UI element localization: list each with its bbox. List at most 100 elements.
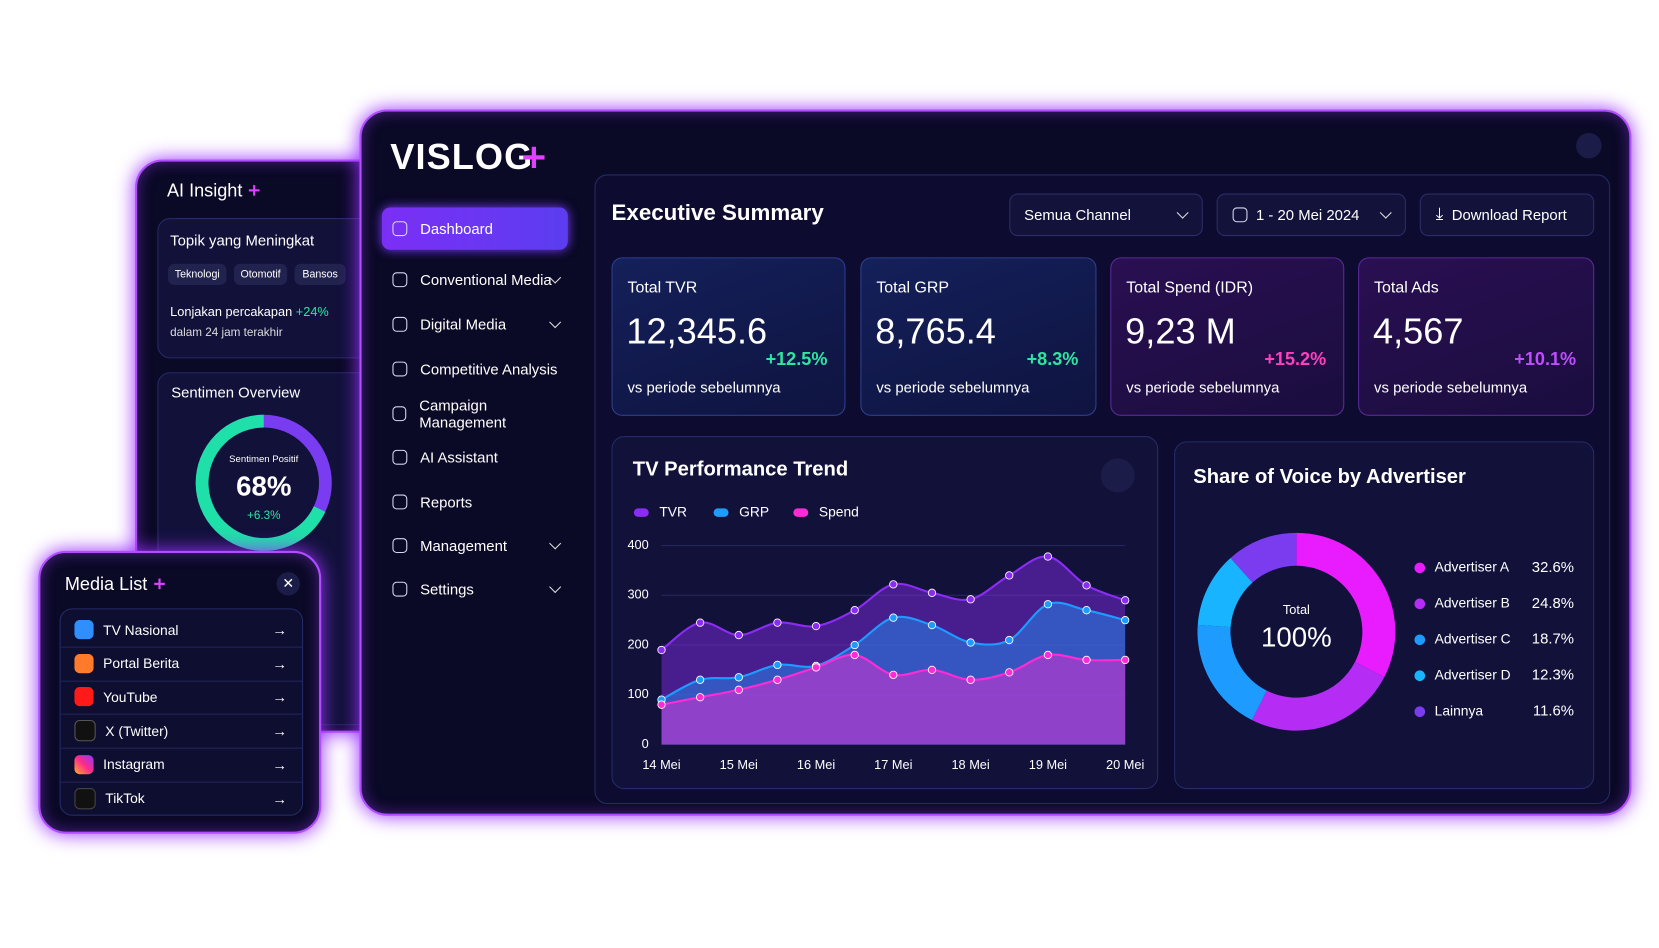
- refresh-button[interactable]: [1576, 132, 1602, 159]
- channel-filter[interactable]: Semua Channel: [1009, 193, 1203, 237]
- kpi-card: Total TVR 12,345.6 +12.5% vs periode sebelu…: [611, 257, 846, 416]
- media-name: YouTube: [103, 689, 158, 705]
- donut-segment: [1296, 532, 1396, 678]
- media-list: TV Nasional → Portal Berita → YouTube → X (Twi…: [59, 608, 304, 816]
- kpi-change: +12.5%: [765, 348, 828, 370]
- nav-item[interactable]: Settings: [382, 568, 568, 611]
- nav-label: Dashboard: [420, 220, 493, 238]
- settings-icon[interactable]: [1100, 458, 1135, 493]
- data-point: [1082, 606, 1091, 615]
- media-name: TV Nasional: [103, 621, 179, 638]
- data-point: [734, 685, 743, 694]
- arrow-icon: →: [272, 654, 288, 672]
- ai-insight-title: AI Insight: [166, 180, 243, 202]
- chevron: [549, 537, 562, 550]
- donut-segment: [1230, 532, 1297, 583]
- nav-label: AI Assistant: [420, 448, 498, 466]
- donut-segment: [1197, 624, 1267, 721]
- trend-chart: TV Performance Trend 0 100 200 300 400 14 Mei…: [627, 458, 1144, 772]
- tag: Bansos: [294, 263, 346, 286]
- kpi-card: Total Ads 4,567 +10.1% vs periode sebelumny…: [1358, 257, 1595, 416]
- data-point: [1082, 655, 1091, 665]
- topic-text-main: Lonjakan percakapan: [170, 304, 293, 320]
- legend-value: 18.7%: [1532, 632, 1574, 648]
- nav-icon: [392, 272, 408, 288]
- y-tick-label: 100: [627, 686, 648, 701]
- media-name: Portal Berita: [103, 655, 180, 672]
- media-row[interactable]: Portal Berita →: [60, 646, 303, 682]
- download-text: Download Report: [1451, 206, 1567, 224]
- media-icon: [74, 787, 96, 809]
- share-chart: Share of Voice by Advertiser Total 100% …: [1193, 466, 1574, 731]
- kpi-label: Total Spend (IDR): [1126, 278, 1254, 297]
- nav-label: Conventional Media: [420, 271, 552, 289]
- data-point: [773, 675, 782, 684]
- x-tick-label: 14 Mei: [642, 757, 680, 772]
- media-row[interactable]: X (Twitter) →: [60, 714, 303, 749]
- nav-item[interactable]: Digital Media: [382, 303, 568, 346]
- y-tick-label: 200: [627, 636, 648, 651]
- data-point: [889, 580, 898, 589]
- close-button[interactable]: ✕: [276, 572, 300, 596]
- date-filter[interactable]: 1 - 20 Mei 2024: [1216, 193, 1406, 237]
- topic-card: Topik yang Meningkat Teknologi Otomotif Ba…: [157, 218, 378, 359]
- data-point: [773, 660, 782, 670]
- nav-item[interactable]: Reports: [382, 481, 568, 524]
- data-point: [927, 665, 937, 675]
- data-point: [850, 650, 859, 660]
- legend-value: 32.6%: [1532, 560, 1574, 576]
- area-fill: [661, 556, 1126, 745]
- media-row[interactable]: TV Nasional →: [60, 613, 303, 648]
- nav-item[interactable]: Campaign Management: [382, 392, 568, 435]
- data-point: [657, 645, 666, 655]
- legend-label: Spend: [819, 503, 859, 519]
- area-fill: [661, 654, 1126, 745]
- nav-label: Competitive Analysis: [420, 360, 558, 378]
- data-point: [966, 675, 975, 684]
- kpi-value: 8,765.4: [875, 311, 996, 353]
- legend-label: Advertiser B: [1435, 595, 1510, 611]
- data-point: [695, 675, 705, 684]
- kpi-value: 9,23 M: [1125, 311, 1236, 353]
- data-point: [1005, 668, 1014, 677]
- kpi-card: Total Spend (IDR) 9,23 M +15.2% vs periode …: [1110, 257, 1345, 416]
- nav-item[interactable]: Dashboard: [381, 207, 568, 250]
- nav-item[interactable]: Conventional Media: [382, 258, 568, 301]
- legend-label: Advertiser C: [1435, 630, 1511, 646]
- data-point: [889, 613, 898, 622]
- legend-swatch: [713, 508, 729, 517]
- nav-item[interactable]: Competitive Analysis: [382, 348, 568, 391]
- legend-value: 11.6%: [1533, 704, 1574, 720]
- arrow-icon: →: [272, 722, 288, 740]
- y-tick-label: 0: [642, 736, 649, 751]
- data-point: [889, 670, 898, 679]
- x-tick-label: 18 Mei: [951, 757, 989, 772]
- nav-icon: [392, 449, 408, 465]
- media-row[interactable]: YouTube →: [60, 680, 303, 716]
- data-point: [773, 618, 782, 627]
- data-point: [734, 673, 743, 682]
- chevron: [549, 316, 562, 329]
- media-row[interactable]: Instagram →: [60, 747, 303, 783]
- date-filter-text: 1 - 20 Mei 2024: [1255, 206, 1360, 224]
- media-list-title: Media List: [64, 574, 148, 595]
- media-icon: [74, 620, 94, 640]
- nav-icon: [392, 221, 408, 237]
- kpi-label: Total GRP: [876, 278, 950, 297]
- sentiment-title: Sentimen Overview: [171, 385, 300, 401]
- data-point: [927, 588, 937, 597]
- nav-icon: [392, 406, 407, 422]
- brand-plus: [523, 146, 545, 169]
- nav-label: Settings: [420, 580, 474, 598]
- legend-swatch: [793, 508, 809, 517]
- nav-item[interactable]: AI Assistant: [382, 436, 568, 479]
- legend-value: 24.8%: [1532, 596, 1574, 612]
- nav-label: Reports: [420, 493, 473, 511]
- nav-item[interactable]: Management: [382, 524, 568, 567]
- media-row[interactable]: TikTok →: [61, 781, 302, 815]
- topic-text: Lonjakan percakapan +24%: [170, 304, 329, 319]
- download-button[interactable]: ⤓ Download Report: [1419, 193, 1595, 237]
- share-title: Share of Voice by Advertiser: [1193, 466, 1466, 488]
- arrow-icon: →: [272, 688, 288, 706]
- y-tick-label: 400: [627, 537, 648, 552]
